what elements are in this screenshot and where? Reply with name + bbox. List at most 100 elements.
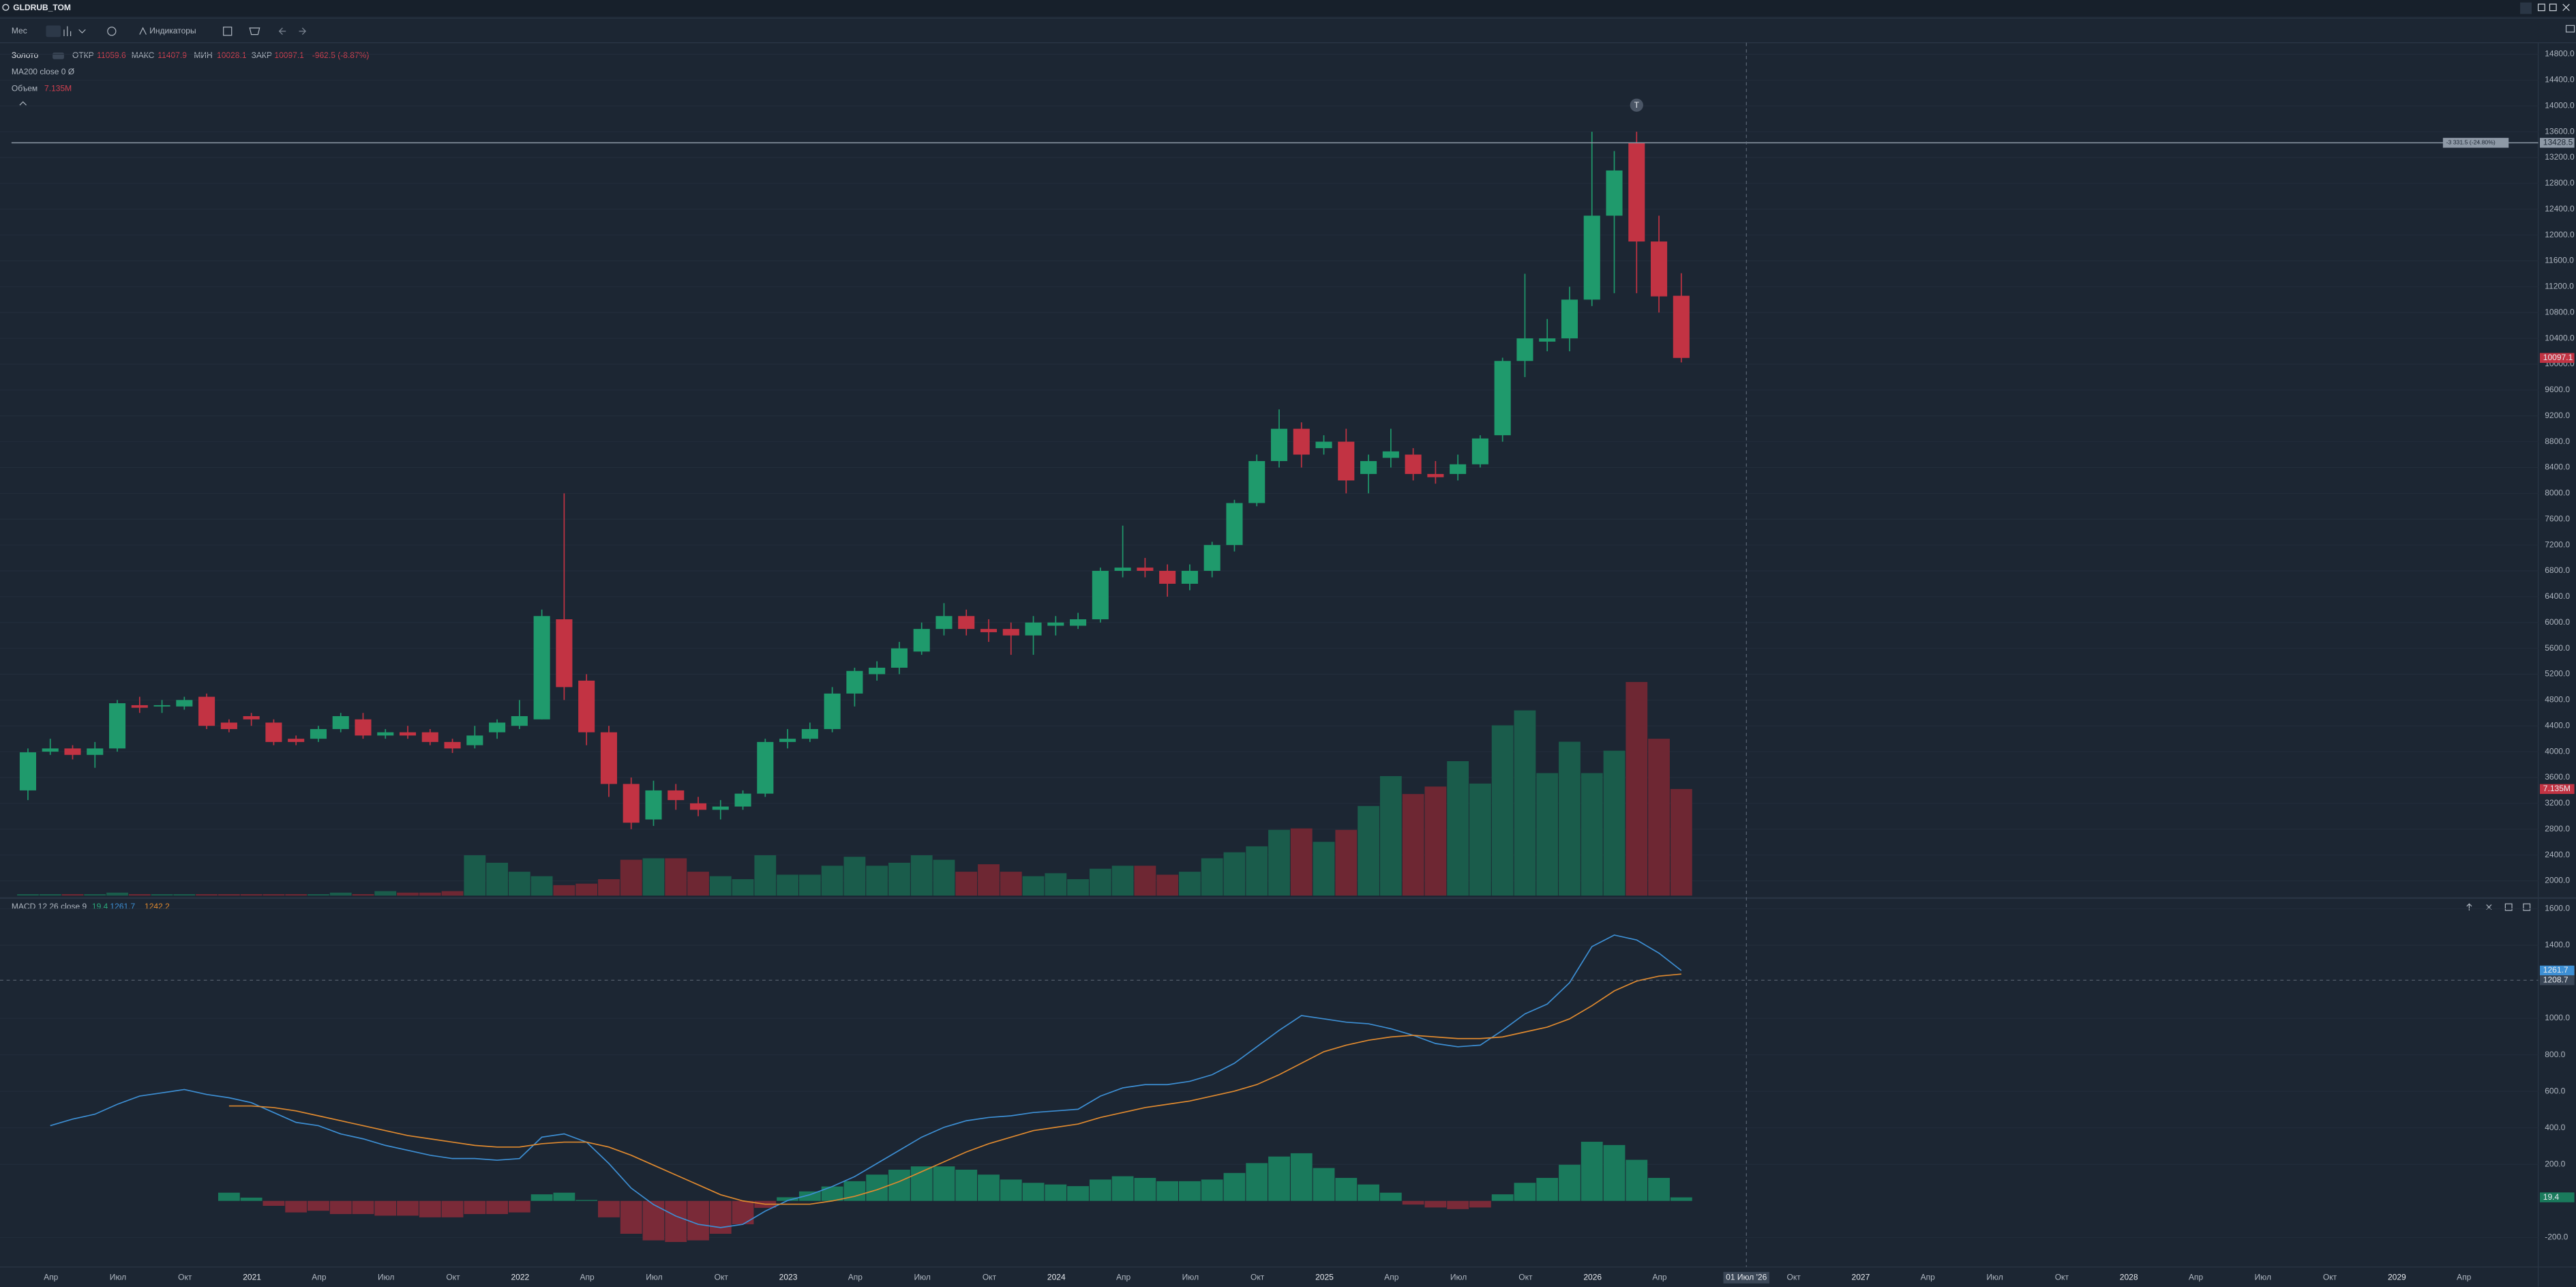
volume-bar [39, 893, 61, 896]
volume-bar [1290, 828, 1313, 896]
candle-body [1450, 464, 1467, 474]
y-tick-label: 14400.0 [2545, 75, 2575, 85]
candle-body [1092, 570, 1109, 619]
volume-bar [486, 862, 508, 896]
candle-body [1181, 570, 1198, 584]
candle-body [19, 752, 37, 790]
macd-histogram-bar [1111, 1176, 1134, 1201]
volume-bar [978, 864, 1000, 896]
volume-legend-value: 7.135M [44, 83, 72, 93]
macd-histogram-bar [218, 1192, 240, 1201]
collapse-button[interactable] [19, 101, 27, 106]
candle-body [1673, 295, 1690, 358]
macd-histogram-bar [508, 1200, 530, 1213]
volume-bar [1067, 879, 1089, 896]
macd-histogram-bar [866, 1174, 888, 1201]
x-tick-label: Июл [1450, 1273, 1467, 1282]
screenshot-button[interactable] [2565, 25, 2575, 33]
macd-histogram-bar [1469, 1200, 1491, 1208]
candle-body [288, 739, 305, 742]
volume-bar [128, 893, 151, 896]
volume-bar [955, 872, 978, 896]
candle-body [1360, 461, 1377, 474]
pane-maximize[interactable] [2504, 903, 2513, 911]
volume-bar [1379, 775, 1402, 896]
macd-histogram-bar [1581, 1142, 1603, 1201]
volume-bar [1559, 741, 1581, 896]
legend-toggle[interactable] [53, 53, 64, 59]
crosshair-value-box [2539, 975, 2575, 986]
y-tick-label: 7600.0 [2545, 514, 2570, 523]
title-bar [0, 0, 2576, 17]
layout-button[interactable] [223, 27, 233, 36]
x-tick-label: Июл [914, 1273, 930, 1282]
macd-histogram-bar [263, 1200, 285, 1206]
macd-histogram-bar [419, 1200, 441, 1217]
candle-body [220, 722, 237, 729]
undo-redo[interactable] [278, 27, 307, 35]
volume-bar [1111, 866, 1134, 896]
candle-body [108, 703, 126, 749]
legend-title: Золото [12, 50, 39, 60]
volume-bar [1089, 868, 1111, 896]
volume-bar [1603, 750, 1626, 896]
signal-line [228, 973, 1681, 1205]
macd-histogram-bar [285, 1200, 308, 1213]
candle-body [265, 722, 282, 742]
cart-button[interactable] [249, 27, 260, 35]
macd-histogram-bar [1379, 1192, 1402, 1201]
candle-body [355, 719, 372, 736]
interval[interactable]: Мес [12, 26, 27, 35]
volume-bar [754, 855, 777, 896]
add-button[interactable] [107, 27, 117, 36]
volume-bar [1491, 725, 1514, 896]
chart-type-button[interactable] [46, 25, 61, 38]
candle-body [533, 616, 550, 720]
macd-histogram-bar [798, 1191, 821, 1201]
volume-bar [620, 859, 642, 896]
macd-histogram-bar [352, 1200, 374, 1215]
last-volume-box [2539, 784, 2575, 795]
macd-histogram-bar [821, 1186, 843, 1201]
x-tick-label: Июл [2255, 1273, 2271, 1282]
symbol[interactable]: GLDRUB_TOM [13, 3, 71, 12]
macd-histogram-bar [1402, 1200, 1424, 1205]
y-tick-label: 3600.0 [2545, 772, 2570, 782]
volume-legend: Объем [12, 83, 38, 93]
volume-bar [352, 893, 374, 896]
volume-bar [1335, 829, 1358, 896]
y-tick-label: 200.0 [2545, 1159, 2565, 1168]
y-tick-label: 2800.0 [2545, 824, 2570, 833]
y-tick-label: 14800.0 [2545, 49, 2575, 59]
window-button[interactable] [2520, 2, 2532, 14]
indicators-icon[interactable] [139, 27, 147, 35]
pane-settings[interactable] [2523, 903, 2531, 911]
volume-bar [1134, 866, 1156, 896]
macd-histogram-bar [955, 1169, 978, 1201]
event-marker [1630, 98, 1643, 112]
x-tick-label: Апр [2457, 1273, 2472, 1282]
macd-last-label-box [2539, 965, 2575, 976]
close-button[interactable] [2562, 3, 2570, 12]
x-tick-label: Апр [1652, 1273, 1667, 1282]
candle-body [1606, 170, 1623, 216]
y-tick-label: 10400.0 [2545, 333, 2575, 342]
macd-histogram-bar [1603, 1144, 1626, 1201]
volume-bar [419, 892, 441, 896]
candle-body [87, 748, 104, 755]
candle-body [779, 739, 796, 742]
indicators-button[interactable]: Индикаторы [149, 26, 196, 35]
candle-body [131, 705, 148, 708]
candle-body [243, 716, 260, 720]
window-button[interactable] [2549, 3, 2557, 12]
candle-body [1651, 241, 1668, 297]
chart-type-menu[interactable] [63, 26, 86, 37]
macd-legend-signal: 1242.2 [145, 902, 170, 911]
candle-body [846, 670, 863, 694]
window-button[interactable] [2537, 3, 2545, 12]
pane-up[interactable] [2466, 903, 2472, 911]
macd-histogram-bar [1067, 1186, 1089, 1201]
x-tick-label: Окт [178, 1273, 192, 1282]
search-icon[interactable] [2, 3, 10, 11]
candle-body [421, 732, 438, 742]
